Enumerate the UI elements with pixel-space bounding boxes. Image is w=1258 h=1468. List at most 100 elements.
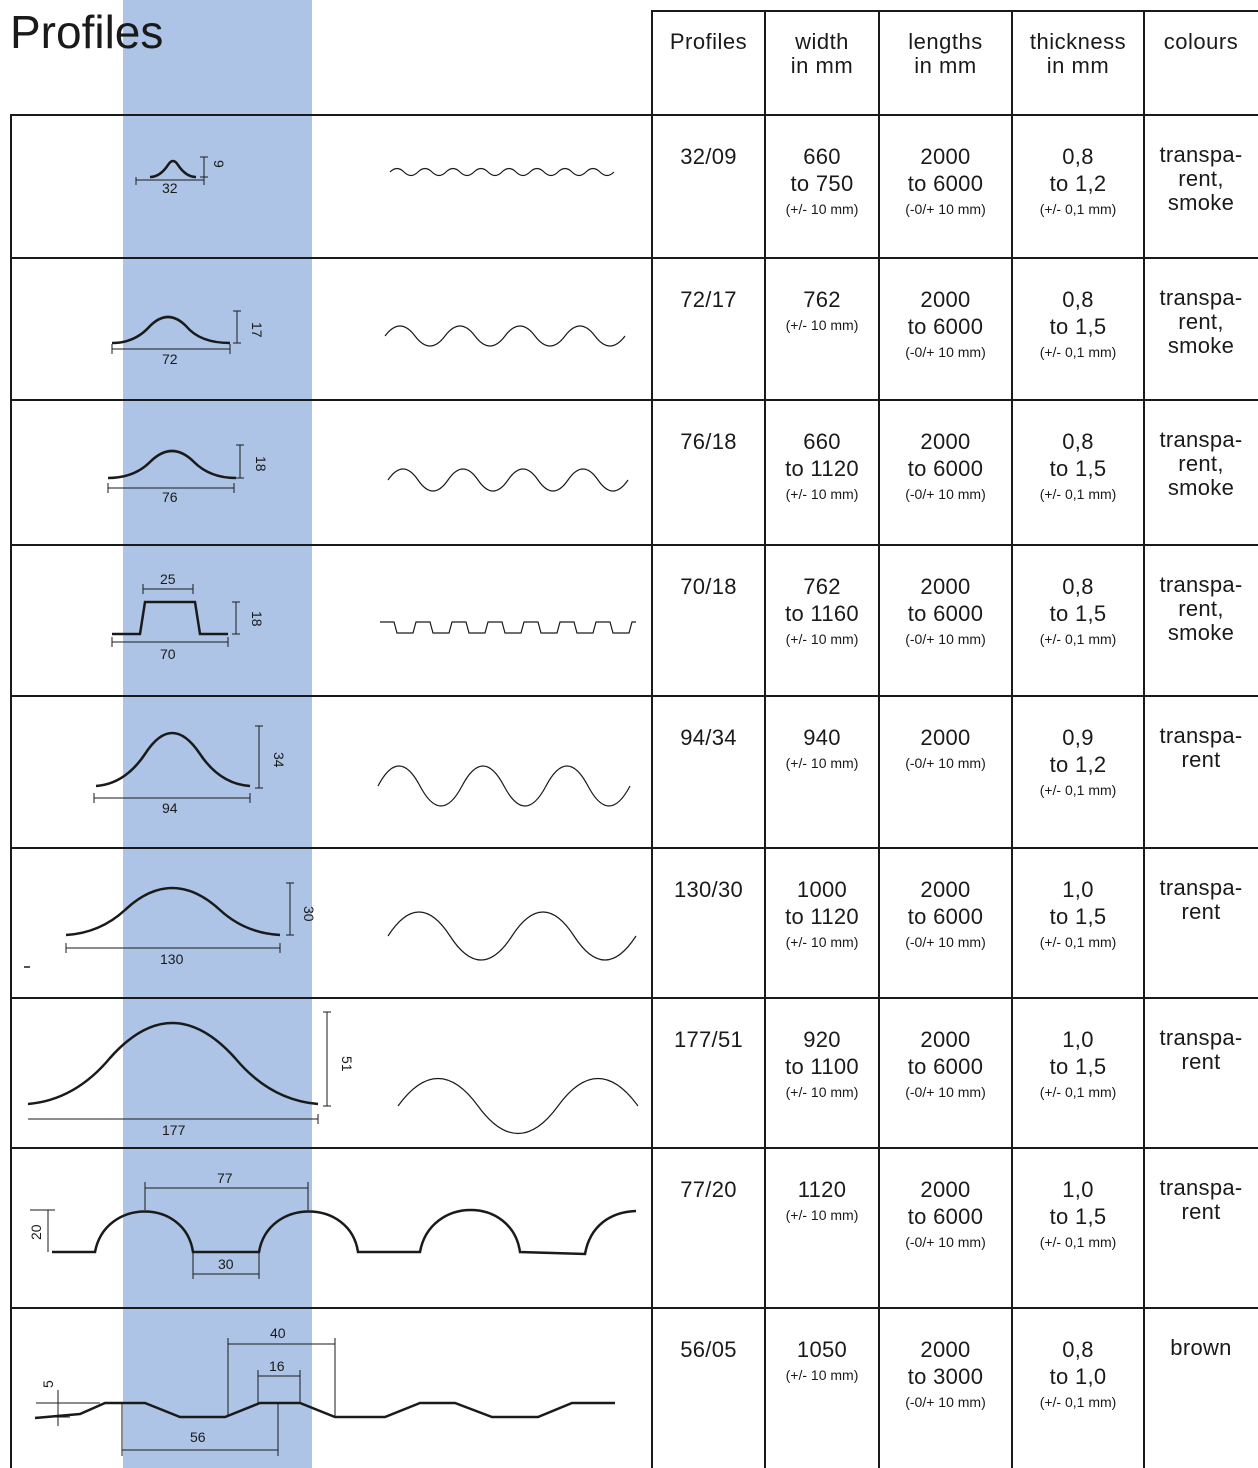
colour-text: rent, bbox=[1178, 451, 1224, 476]
dim-70: 70 bbox=[160, 646, 176, 662]
row-divider-7 bbox=[10, 1147, 1258, 1149]
thickness-value: 0,9 bbox=[1062, 725, 1094, 750]
lengths-cell: 2000 (-0/+ 10 mm) bbox=[879, 724, 1012, 775]
colour-text: rent, bbox=[1178, 596, 1224, 621]
column-divider-0 bbox=[651, 115, 653, 1468]
header-divider-3 bbox=[1011, 10, 1013, 115]
colour-text: transpa- bbox=[1159, 723, 1243, 748]
colours-cell: transpa-rent bbox=[1144, 876, 1258, 924]
thickness-tolerance: (+/- 0,1 mm) bbox=[1039, 1234, 1117, 1250]
thickness-cell: 0,8 to 1,2 (+/- 0,1 mm) bbox=[1012, 143, 1144, 221]
dim-5: 5 bbox=[40, 1380, 56, 1388]
thickness-tolerance: (+/- 0,1 mm) bbox=[1039, 1394, 1117, 1410]
row-divider-5 bbox=[10, 847, 1258, 849]
header-lengths: lengths in mm bbox=[879, 30, 1012, 78]
header-width-line1: width bbox=[795, 29, 849, 54]
profile-cell: 76/18 bbox=[652, 428, 765, 455]
header-divider-0 bbox=[651, 10, 653, 115]
lengths-cell: 2000 to 6000 (-0/+ 10 mm) bbox=[879, 573, 1012, 651]
dim-18-trap: 18 bbox=[249, 611, 265, 627]
profile-diagram-94-34: 94 34 bbox=[93, 725, 631, 816]
width-cell: 1120 (+/- 10 mm) bbox=[765, 1176, 879, 1227]
lengths-cell: 2000 to 6000 (-0/+ 10 mm) bbox=[879, 428, 1012, 506]
width-tolerance: (+/- 10 mm) bbox=[785, 755, 859, 771]
profile-cell: 72/17 bbox=[652, 286, 765, 313]
width-value: 940 bbox=[803, 725, 841, 750]
thickness-cell: 0,8 to 1,0 (+/- 0,1 mm) bbox=[1012, 1336, 1144, 1414]
lengths-tolerance: (-0/+ 10 mm) bbox=[905, 201, 986, 217]
width-value: 1050 bbox=[796, 1337, 848, 1362]
width-cell: 940 (+/- 10 mm) bbox=[765, 724, 879, 775]
lengths-cell: 2000 to 6000 (-0/+ 10 mm) bbox=[879, 1026, 1012, 1104]
dim-34: 34 bbox=[271, 752, 287, 768]
thickness-value: 0,8 bbox=[1062, 574, 1094, 599]
colour-text: transpa- bbox=[1159, 142, 1243, 167]
lengths-value: to 6000 bbox=[907, 1204, 984, 1229]
colour-text: smoke bbox=[1167, 190, 1235, 215]
thickness-value: 1,0 bbox=[1062, 1177, 1094, 1202]
thickness-value: 0,8 bbox=[1062, 144, 1094, 169]
dim-17: 17 bbox=[249, 322, 265, 338]
dim-25: 25 bbox=[160, 571, 176, 587]
profile-diagram-177-51: 177 51 bbox=[27, 1011, 639, 1138]
thickness-tolerance: (+/- 0,1 mm) bbox=[1039, 631, 1117, 647]
lengths-tolerance: (-0/+ 10 mm) bbox=[905, 631, 986, 647]
colours-cell: brown bbox=[1144, 1336, 1258, 1360]
thickness-value: to 1,5 bbox=[1049, 601, 1107, 626]
lengths-value: to 6000 bbox=[907, 904, 984, 929]
width-tolerance: (+/- 10 mm) bbox=[785, 1367, 859, 1383]
colour-text: brown bbox=[1170, 1335, 1232, 1360]
width-cell: 762 (+/- 10 mm) bbox=[765, 286, 879, 337]
dim-72: 72 bbox=[162, 351, 178, 367]
colours-cell: transpa-rent bbox=[1144, 1176, 1258, 1224]
profile-diagram-77-20: 77 30 20 bbox=[28, 1170, 637, 1279]
profile-cell: 177/51 bbox=[652, 1026, 765, 1053]
colour-text: smoke bbox=[1167, 475, 1235, 500]
row-divider-3 bbox=[10, 544, 1258, 546]
highlight-band bbox=[123, 0, 312, 1468]
thickness-cell: 1,0 to 1,5 (+/- 0,1 mm) bbox=[1012, 876, 1144, 954]
width-tolerance: (+/- 10 mm) bbox=[785, 934, 859, 950]
lengths-tolerance: (-0/+ 10 mm) bbox=[905, 1234, 986, 1250]
header-lengths-line1: lengths bbox=[908, 29, 983, 54]
dim-18: 18 bbox=[253, 456, 269, 472]
width-tolerance: (+/- 10 mm) bbox=[785, 317, 859, 333]
width-cell: 660 to 1120 (+/- 10 mm) bbox=[765, 428, 879, 506]
lengths-value: 2000 bbox=[920, 144, 971, 169]
thickness-cell: 0,9 to 1,2 (+/- 0,1 mm) bbox=[1012, 724, 1144, 802]
thickness-value: to 1,5 bbox=[1049, 314, 1107, 339]
row-divider-0 bbox=[10, 114, 1258, 116]
width-value: to 750 bbox=[790, 171, 854, 196]
width-cell: 1050 (+/- 10 mm) bbox=[765, 1336, 879, 1387]
thickness-value: 1,0 bbox=[1062, 877, 1094, 902]
column-divider-3 bbox=[1011, 115, 1013, 1468]
colour-text: rent bbox=[1181, 1049, 1221, 1074]
header-top-border bbox=[652, 10, 1258, 12]
header-divider-4 bbox=[1143, 10, 1145, 115]
profile-code: 177/51 bbox=[673, 1027, 744, 1052]
colours-cell: transpa-rent, smoke bbox=[1144, 286, 1258, 358]
dim-40: 40 bbox=[270, 1325, 286, 1341]
row-divider-8 bbox=[10, 1307, 1258, 1309]
width-value: 1120 bbox=[797, 1177, 847, 1202]
lengths-value: to 6000 bbox=[907, 601, 984, 626]
dim-16: 16 bbox=[269, 1358, 285, 1374]
thickness-value: 0,8 bbox=[1062, 429, 1094, 454]
width-value: to 1100 bbox=[785, 1054, 859, 1079]
colour-text: transpa- bbox=[1159, 427, 1243, 452]
dim-77: 77 bbox=[217, 1170, 233, 1186]
dim-20: 20 bbox=[28, 1224, 44, 1240]
header-width-line2: in mm bbox=[790, 53, 854, 78]
colour-text: transpa- bbox=[1159, 285, 1243, 310]
colour-text: transpa- bbox=[1159, 1175, 1243, 1200]
dim-32: 32 bbox=[162, 180, 178, 196]
width-value: 660 bbox=[803, 429, 841, 454]
header-divider-1 bbox=[764, 10, 766, 115]
profile-code: 77/20 bbox=[680, 1177, 737, 1202]
colours-cell: transpa-rent, smoke bbox=[1144, 143, 1258, 215]
colour-text: rent, bbox=[1178, 309, 1224, 334]
profile-code: 130/30 bbox=[673, 877, 744, 902]
thickness-tolerance: (+/- 0,1 mm) bbox=[1039, 201, 1117, 217]
colour-text: smoke bbox=[1167, 333, 1235, 358]
